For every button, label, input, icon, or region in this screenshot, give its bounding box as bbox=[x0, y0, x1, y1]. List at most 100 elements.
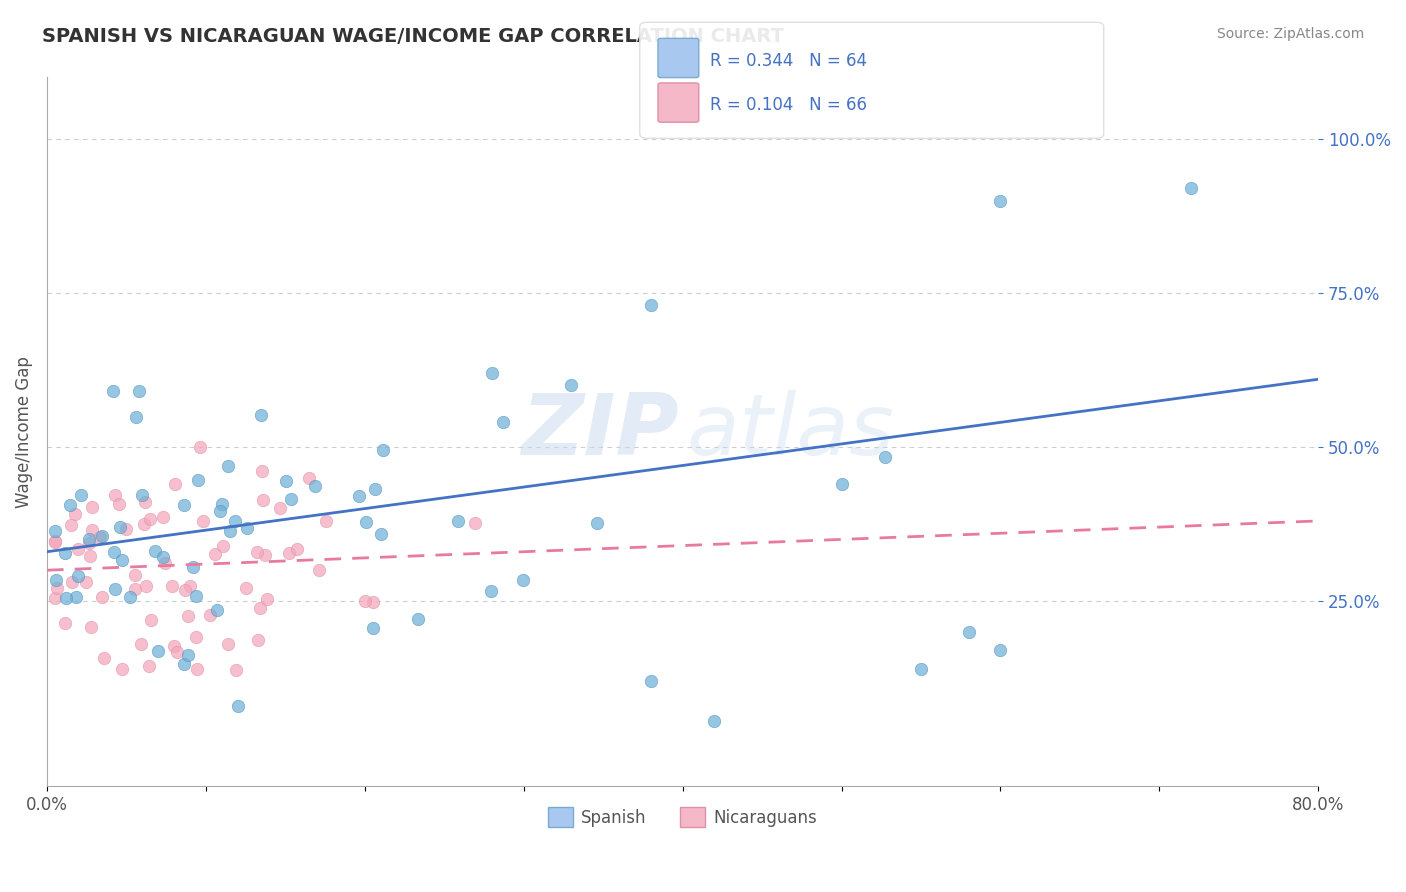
Point bbox=[118, 591, 141, 605]
Point bbox=[512, 573, 534, 587]
Point bbox=[246, 633, 269, 648]
Point bbox=[1180, 181, 1202, 195]
Point bbox=[361, 595, 384, 609]
Point bbox=[481, 366, 503, 380]
Point bbox=[990, 194, 1012, 208]
Point bbox=[184, 589, 207, 603]
Text: R = 0.104   N = 66: R = 0.104 N = 66 bbox=[710, 96, 868, 114]
Point bbox=[79, 620, 101, 634]
Point bbox=[217, 459, 239, 474]
Point bbox=[354, 515, 377, 529]
Point bbox=[111, 662, 134, 676]
Point bbox=[139, 512, 162, 526]
Point bbox=[252, 492, 274, 507]
Point bbox=[181, 560, 204, 574]
Point bbox=[53, 615, 76, 630]
Point bbox=[65, 590, 87, 604]
Point bbox=[492, 415, 515, 429]
Point bbox=[212, 539, 235, 553]
Point bbox=[177, 609, 200, 624]
Text: Source: ZipAtlas.com: Source: ZipAtlas.com bbox=[1216, 27, 1364, 41]
Point bbox=[406, 612, 429, 626]
Point bbox=[60, 518, 83, 533]
Point bbox=[134, 495, 156, 509]
Point bbox=[45, 581, 67, 595]
Point bbox=[274, 474, 297, 488]
Point bbox=[205, 603, 228, 617]
Point bbox=[873, 450, 896, 465]
Point bbox=[217, 637, 239, 651]
Text: atlas: atlas bbox=[686, 390, 894, 473]
Point bbox=[173, 657, 195, 672]
Point bbox=[236, 520, 259, 534]
Point bbox=[224, 514, 246, 528]
Point bbox=[586, 516, 609, 530]
Point bbox=[211, 497, 233, 511]
Point bbox=[124, 582, 146, 596]
Point bbox=[361, 621, 384, 635]
Point bbox=[249, 600, 271, 615]
Legend: Spanish, Nicaraguans: Spanish, Nicaraguans bbox=[541, 800, 824, 834]
Point bbox=[44, 524, 66, 538]
Point bbox=[75, 574, 97, 589]
Point bbox=[104, 488, 127, 502]
Point bbox=[464, 516, 486, 531]
Point bbox=[132, 517, 155, 532]
Point bbox=[152, 510, 174, 524]
Point bbox=[250, 464, 273, 478]
Point bbox=[82, 523, 104, 537]
Point bbox=[640, 674, 662, 689]
Point bbox=[45, 573, 67, 587]
Y-axis label: Wage/Income Gap: Wage/Income Gap bbox=[15, 356, 32, 508]
Point bbox=[63, 507, 86, 521]
Point bbox=[103, 544, 125, 558]
Point bbox=[254, 548, 277, 562]
Point bbox=[364, 482, 387, 496]
Point bbox=[256, 592, 278, 607]
Point bbox=[235, 581, 257, 595]
Point bbox=[225, 663, 247, 677]
Point bbox=[152, 550, 174, 565]
Point bbox=[188, 440, 211, 454]
Point bbox=[246, 545, 269, 559]
Point bbox=[990, 643, 1012, 657]
Point bbox=[373, 442, 395, 457]
Point bbox=[481, 584, 503, 599]
Point bbox=[226, 698, 249, 713]
Point bbox=[89, 530, 111, 544]
Point bbox=[135, 579, 157, 593]
Point bbox=[70, 488, 93, 502]
Point bbox=[184, 630, 207, 644]
Point bbox=[145, 543, 167, 558]
Point bbox=[101, 384, 124, 398]
Point bbox=[153, 556, 176, 570]
Point bbox=[297, 471, 319, 485]
Point bbox=[308, 563, 330, 577]
Point bbox=[198, 607, 221, 622]
Point bbox=[831, 477, 853, 491]
Point bbox=[93, 651, 115, 665]
Point bbox=[187, 473, 209, 487]
Point bbox=[79, 549, 101, 563]
Point bbox=[77, 532, 100, 546]
Point bbox=[370, 526, 392, 541]
Point bbox=[173, 498, 195, 512]
Point bbox=[141, 614, 163, 628]
Point bbox=[280, 492, 302, 507]
Text: ZIP: ZIP bbox=[522, 390, 679, 473]
Point bbox=[44, 535, 66, 549]
Point bbox=[191, 514, 214, 528]
Point bbox=[166, 644, 188, 658]
Point bbox=[910, 662, 932, 676]
Point bbox=[304, 479, 326, 493]
Point bbox=[67, 569, 90, 583]
Point bbox=[138, 659, 160, 673]
Point bbox=[249, 409, 271, 423]
Point bbox=[59, 498, 82, 512]
Point bbox=[957, 624, 980, 639]
Point bbox=[77, 535, 100, 549]
Point bbox=[53, 546, 76, 560]
Point bbox=[347, 489, 370, 503]
Point bbox=[165, 477, 187, 491]
Point bbox=[128, 384, 150, 398]
